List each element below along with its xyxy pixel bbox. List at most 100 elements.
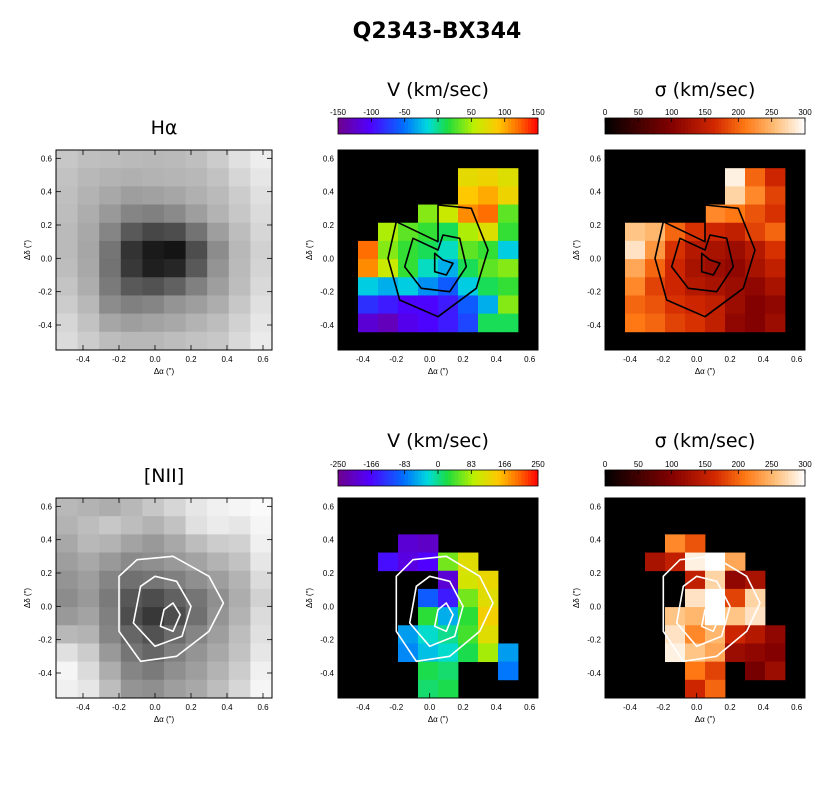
colorbar-segment [735, 470, 739, 486]
contour-line [433, 602, 454, 633]
heatmap-cell [250, 588, 273, 608]
heatmap-cell [745, 661, 766, 681]
contour-line [118, 555, 225, 663]
colorbar-tick-label: 50 [634, 460, 643, 469]
heatmap-cell [142, 661, 165, 681]
heatmap-cell [99, 552, 122, 572]
x-tick-label: 0.4 [491, 703, 503, 712]
x-tick-label: 0.0 [149, 703, 161, 712]
heatmap-cell [99, 625, 122, 644]
colorbar-segment [514, 470, 519, 486]
colorbar-segment [728, 118, 732, 134]
heatmap-cell [358, 277, 379, 296]
x-tick-label: 0.6 [524, 355, 536, 364]
colorbar-segment [795, 118, 799, 134]
heatmap-cell [228, 643, 251, 663]
y-tick-label: 0.6 [590, 154, 602, 163]
y-tick-label: 0.0 [590, 602, 602, 611]
colorbar-segment [751, 118, 756, 134]
colorbar-segment [675, 470, 679, 486]
heatmap-cell [185, 552, 208, 572]
heatmap-cell [207, 222, 230, 242]
y-tick-label: 0.2 [41, 221, 53, 230]
colorbar-segment [701, 470, 706, 486]
heatmap-cell [250, 498, 273, 517]
heatmap-cell [438, 277, 459, 296]
heatmap-cell [765, 259, 786, 278]
heatmap-cell [645, 240, 666, 260]
heatmap-cell [77, 150, 100, 169]
panel-ha-velocity: V (km/sec) -0.4 -0.2 0.0 0.2 0.4 0.6 -0.4 -0.2 0.… [305, 79, 545, 376]
colorbar-segment [498, 470, 502, 486]
colorbar-segment [438, 118, 442, 134]
panel-title: [NII] [144, 465, 184, 487]
heatmap-cell [458, 277, 479, 296]
heatmap-cell [228, 552, 251, 572]
heatmap-cell [164, 259, 186, 278]
colorbar-segment [761, 118, 766, 134]
heatmap-cell [645, 277, 666, 296]
colorbar-segment [611, 118, 616, 134]
heatmap-cell [185, 498, 208, 517]
heatmap-cell [250, 168, 273, 187]
heatmap-cell [438, 643, 459, 663]
heatmap-cell [142, 186, 165, 205]
heatmap-cell [99, 240, 122, 260]
heatmap-cell [458, 607, 479, 626]
colorbar-tick-label: 0 [603, 460, 608, 469]
heatmap-cell [665, 295, 686, 315]
heatmap-cell [358, 295, 379, 315]
colorbar-segment [524, 118, 529, 134]
colorbar-segment [511, 470, 515, 486]
colorbar-segment [501, 118, 505, 134]
heatmap-cell [164, 240, 186, 260]
y-tick-label: 0.4 [590, 536, 602, 545]
heatmap-cell [685, 295, 706, 315]
colorbar-segment [501, 470, 505, 486]
colorbar-segment [454, 470, 459, 486]
heatmap-cell [685, 240, 706, 260]
heatmap-cell [142, 607, 165, 626]
heatmap-cell [56, 277, 78, 296]
heatmap-cell [77, 259, 100, 278]
colorbar-segment [718, 118, 722, 134]
heatmap-cell [250, 679, 273, 699]
colorbar-segment [695, 118, 699, 134]
heatmap-cell [164, 516, 186, 535]
heatmap-cell [765, 625, 786, 644]
colorbar-segment [705, 470, 709, 486]
x-axis-label: Δα (") [695, 715, 716, 724]
heatmap-cell [56, 150, 78, 169]
heatmap-cell [99, 204, 122, 224]
heatmap-cell [418, 277, 439, 296]
heatmap-cell [358, 259, 379, 278]
heatmap-cell [77, 168, 100, 187]
colorbar-segment [338, 470, 342, 486]
colorbar-segment [641, 470, 646, 486]
heatmap-cell [142, 150, 165, 169]
colorbar-tick-label: 0 [603, 108, 608, 117]
heatmap-cell [685, 570, 706, 590]
colorbar-segment [645, 118, 649, 134]
heatmap-cell [765, 222, 786, 242]
y-tick-label: -0.4 [38, 321, 52, 330]
heatmap-cell [685, 679, 706, 699]
heatmap-cell [498, 240, 519, 260]
heatmap-cell [438, 679, 459, 699]
x-tick-label: 0.6 [257, 355, 269, 364]
heatmap-cell [250, 186, 273, 205]
x-tick-label: 0.4 [758, 703, 770, 712]
colorbar-segment [708, 470, 712, 486]
colorbar-tick-label: 200 [732, 460, 746, 469]
heatmap-cell [418, 588, 439, 608]
colorbar-segment [691, 470, 696, 486]
heatmap-cell [185, 588, 208, 608]
colorbar-segment [344, 118, 349, 134]
colorbar-segment [444, 118, 449, 134]
colorbar-segment [424, 470, 429, 486]
colorbar-segment [801, 118, 806, 134]
colorbar-segment [428, 118, 432, 134]
heatmap-cell [207, 186, 230, 205]
heatmap-cell [705, 295, 726, 315]
heatmap-cell [120, 534, 143, 553]
